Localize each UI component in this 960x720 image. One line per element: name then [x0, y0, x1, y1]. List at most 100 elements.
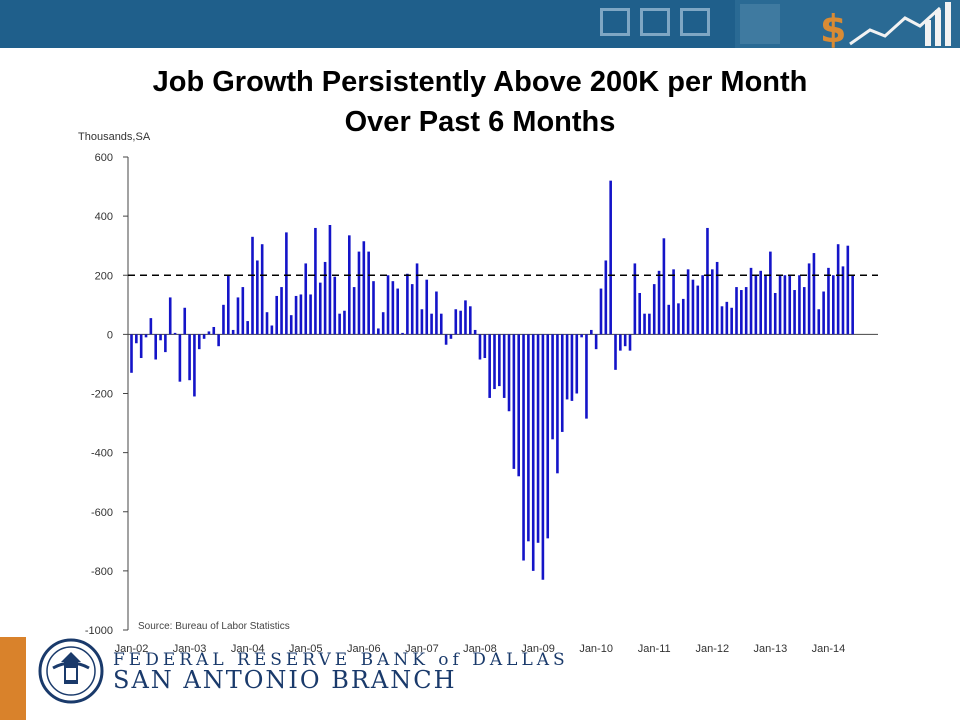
bar [590, 329, 593, 335]
bar [502, 334, 506, 398]
bar [159, 334, 162, 341]
bar [222, 304, 225, 335]
x-tick-label: Jan-07 [405, 643, 439, 655]
bar [338, 313, 341, 335]
title-line-1: Job Growth Persistently Above 200K per M… [152, 66, 808, 98]
bar [628, 334, 632, 351]
bar [478, 334, 482, 360]
bar [773, 292, 777, 335]
bar [425, 279, 429, 335]
bar [672, 269, 675, 335]
bar [493, 334, 496, 390]
bar [164, 334, 167, 353]
bar [565, 334, 569, 400]
bar [299, 294, 303, 335]
bar [715, 261, 719, 335]
bar [730, 307, 733, 335]
bar [469, 306, 472, 335]
bar [139, 334, 143, 359]
y-tick-label: -200 [91, 389, 113, 401]
x-tick-label: Jan-08 [463, 643, 497, 655]
x-tick-label: Jan-10 [579, 643, 613, 655]
bar [202, 334, 206, 339]
bar [439, 313, 443, 335]
bar [357, 251, 361, 335]
bar [711, 269, 714, 335]
branch-name: SAN ANTONIO BRANCH [113, 666, 457, 694]
bar [740, 290, 743, 335]
bank-name: FEDERAL RESERVE BANK of DALLAS [113, 650, 569, 670]
bar [454, 309, 458, 335]
federal-reserve-seal-icon [38, 638, 104, 704]
bar [827, 267, 830, 335]
bar [396, 288, 399, 335]
bar [328, 224, 332, 335]
bar [522, 334, 525, 561]
bar [410, 284, 414, 335]
bar [289, 315, 293, 335]
bar [686, 269, 690, 335]
y-tick-label: 400 [95, 211, 113, 223]
bar [391, 281, 395, 335]
bar [575, 334, 579, 394]
bar [430, 313, 433, 335]
bar [648, 313, 651, 335]
bar [517, 334, 520, 477]
bar [701, 275, 704, 335]
chart-title: Job Growth Persistently Above 200K per M… [0, 62, 960, 142]
bar [130, 334, 133, 373]
bar [377, 328, 380, 335]
x-tick-label: Jan-12 [695, 643, 729, 655]
bar [560, 334, 564, 432]
bar [348, 235, 351, 335]
bar [652, 284, 656, 335]
bar [265, 312, 269, 335]
bar [173, 332, 177, 335]
bar [604, 260, 608, 335]
bar [681, 298, 685, 335]
x-tick-label: Jan-11 [638, 643, 671, 655]
svg-text:$: $ [820, 7, 846, 48]
bar [851, 275, 854, 335]
bar [415, 263, 419, 335]
bar [793, 290, 796, 335]
x-tick-label: Jan-13 [754, 643, 788, 655]
bar [135, 334, 138, 344]
bar [362, 241, 366, 335]
decorative-square [680, 8, 710, 36]
bar [227, 275, 230, 335]
bar [817, 309, 821, 335]
bar [420, 309, 424, 335]
bar [401, 332, 404, 335]
bar [207, 331, 211, 335]
bar [778, 275, 782, 335]
bar [372, 281, 375, 335]
bar [507, 334, 511, 412]
x-tick-label: Jan-09 [521, 643, 555, 655]
bar [677, 303, 680, 335]
bar [188, 334, 191, 381]
bar [275, 295, 278, 335]
bar [657, 270, 661, 335]
bar [294, 295, 298, 335]
bar [314, 227, 317, 335]
decorative-squares [600, 8, 710, 36]
accent-bar [0, 637, 26, 720]
y-tick-label: -1000 [85, 625, 113, 637]
bar [599, 288, 603, 335]
bar [633, 263, 637, 335]
bar [323, 261, 327, 335]
bar [807, 263, 811, 335]
bar [643, 313, 646, 335]
bar [609, 180, 612, 335]
bar [754, 275, 758, 335]
bar [333, 276, 337, 335]
bar [343, 310, 346, 335]
bar [381, 312, 385, 335]
x-tick-label: Jan-05 [289, 643, 323, 655]
bar [488, 334, 491, 398]
bar [759, 270, 762, 335]
bar [367, 251, 370, 335]
bar [512, 334, 516, 469]
